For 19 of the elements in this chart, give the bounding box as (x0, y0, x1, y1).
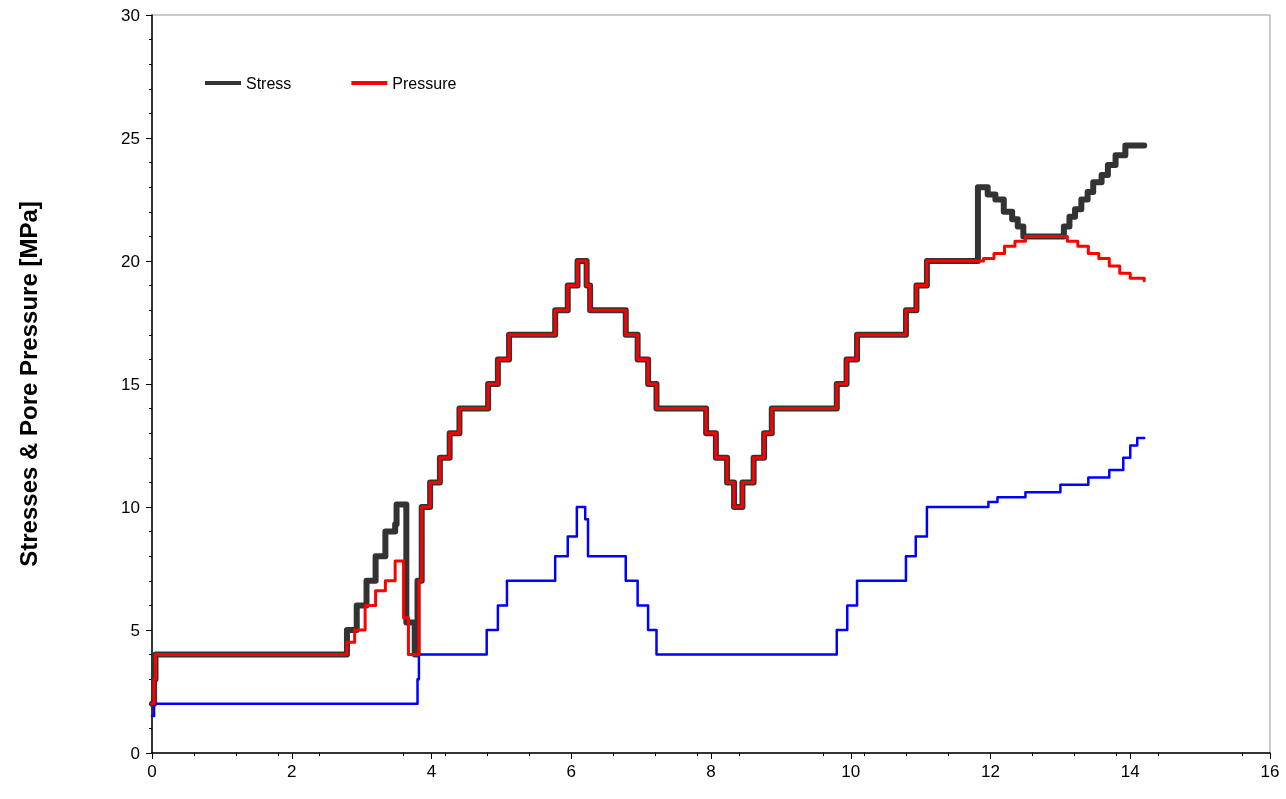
x-tick-label: 16 (1260, 762, 1280, 781)
x-tick-label: 8 (706, 762, 716, 781)
y-tick-label: 30 (121, 5, 140, 25)
y-tick-label: 25 (121, 128, 140, 148)
y-tick-label: 15 (121, 374, 140, 394)
x-tick-label: 4 (426, 762, 437, 781)
x-tick-label: 6 (566, 762, 576, 781)
y-axis-title: Stresses & Pore Pressure [MPa] (14, 201, 42, 567)
y-tick-label: 10 (121, 497, 140, 517)
x-tick-label: 10 (841, 762, 861, 781)
y-tick-label: 5 (130, 620, 140, 640)
x-tick-label: 14 (1120, 762, 1140, 781)
y-tick-label: 20 (121, 251, 140, 271)
x-tick-label: 12 (981, 762, 1000, 781)
legend-label: Stress (246, 74, 292, 92)
y-tick-label: 0 (130, 743, 140, 763)
x-tick-label: 0 (147, 762, 157, 781)
legend-label: Pressure (392, 74, 457, 92)
x-tick-label: 2 (287, 762, 297, 781)
